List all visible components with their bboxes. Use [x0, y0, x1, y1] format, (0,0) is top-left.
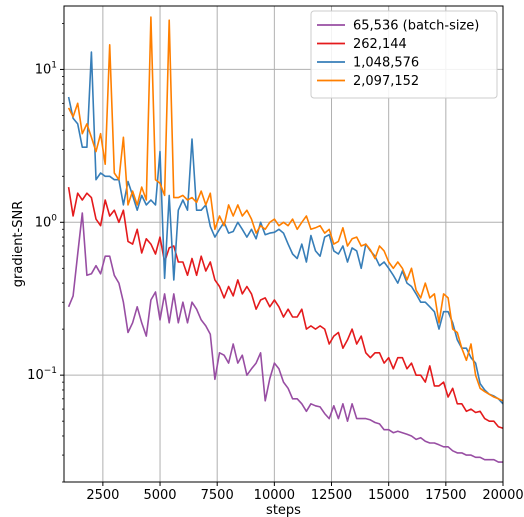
y-tick-label: 10−1 [27, 366, 57, 383]
series-line-2 [67, 186, 504, 429]
legend-label: 65,536 (batch-size) [353, 19, 479, 34]
y-axis-ticks: 10−1 100 101 [27, 23, 64, 483]
x-tick-label: 10000 [254, 488, 295, 503]
x-axis-ticks: 2500 5000 7500 10000 12500 15000 17500 20000 [86, 482, 524, 503]
legend-label: 262,144 [353, 37, 407, 52]
y-tick-label: 100 [35, 213, 58, 230]
series-line-1 [67, 212, 503, 463]
x-tick-label: 7500 [201, 488, 234, 503]
legend: 65,536 (batch-size) 262,144 1,048,576 2,097… [310, 10, 498, 99]
x-axis-label: steps [266, 503, 301, 517]
x-tick-label: 5000 [143, 488, 176, 503]
plot-frame [63, 5, 504, 483]
series-line-4 [67, 16, 504, 402]
legend-label: 2,097,152 [353, 74, 419, 89]
legend-label: 1,048,576 [353, 56, 419, 71]
x-tick-label: 2500 [86, 488, 119, 503]
x-tick-label: 12500 [311, 488, 352, 503]
x-tick-label: 20000 [482, 488, 523, 503]
series-line-3 [67, 51, 504, 405]
y-tick-label: 101 [35, 60, 57, 77]
legend-box [310, 10, 498, 99]
x-tick-label: 15000 [368, 488, 409, 503]
y-axis-label: gradient-SNR [11, 201, 26, 287]
series-lines [67, 16, 504, 463]
x-tick-label: 17500 [425, 488, 466, 503]
